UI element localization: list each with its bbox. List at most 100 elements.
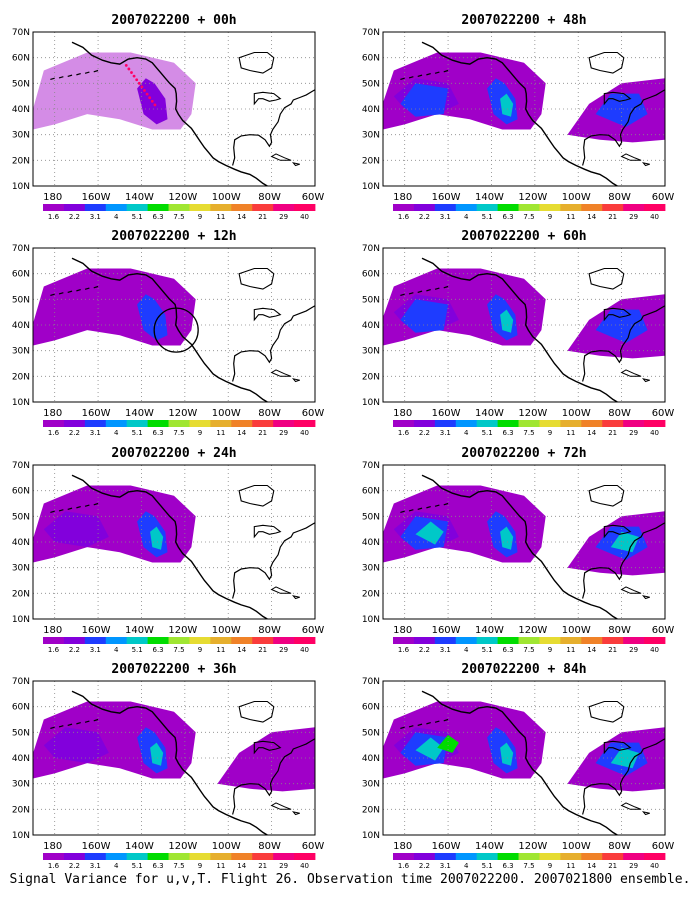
colorbar-swatch	[189, 420, 211, 427]
latitude-tick-label: 70N	[362, 28, 380, 38]
coastline	[58, 725, 64, 728]
colorbar-level-label: 40	[300, 862, 309, 870]
variance-contour	[400, 83, 449, 117]
latitude-tick-label: 60N	[362, 270, 380, 280]
variance-field	[33, 465, 315, 619]
coastline	[603, 307, 632, 322]
coastline	[84, 720, 90, 723]
latitude-tick-label: 30N	[362, 564, 380, 574]
colorbar-level-label: 2.2	[419, 213, 430, 221]
colorbar-swatch	[294, 204, 316, 211]
colorbar-level-label: 1.6	[398, 213, 410, 221]
colorbar-level-label: 2.2	[69, 213, 80, 221]
variance-contour	[437, 734, 459, 753]
colorbar-level-label: 14	[587, 429, 596, 437]
colorbar-swatch	[63, 204, 86, 211]
colorbar-swatch	[413, 637, 436, 644]
coastline	[434, 71, 440, 74]
colorbar-swatch	[560, 637, 582, 644]
longitude-tick-label: 180	[393, 408, 412, 419]
coastline	[232, 738, 315, 815]
colorbar-swatch	[623, 637, 645, 644]
colorbar-level-label: 4	[114, 429, 119, 437]
variance-contour	[150, 526, 164, 550]
flight-track-dot	[143, 89, 146, 92]
colorbar-swatch	[210, 420, 232, 427]
colorbar-swatch	[252, 637, 274, 644]
latitude-tick-label: 10N	[362, 831, 380, 841]
coastline	[238, 267, 275, 290]
figure-caption: Signal Variance for u,v,T. Flight 26. Ob…	[9, 872, 691, 887]
colorbar-level-label: 11	[566, 213, 575, 221]
coastline	[588, 51, 625, 74]
longitude-tick-label: 60W	[302, 192, 325, 203]
coastline	[588, 267, 625, 290]
latitude-tick-label: 50N	[12, 728, 30, 738]
colorbar-level-label: 2.2	[419, 429, 430, 437]
coastline	[408, 725, 414, 728]
coastline	[291, 162, 300, 167]
colorbar-swatch	[602, 637, 624, 644]
longitude-tick-label: 180	[43, 192, 62, 203]
colorbar-swatch	[644, 637, 666, 644]
latitude-tick-label: 30N	[12, 347, 30, 357]
colorbar-level-label: 29	[279, 429, 288, 437]
coastline	[426, 73, 431, 76]
coastline	[421, 474, 618, 619]
latitude-tick-label: 40N	[362, 538, 380, 548]
coastline	[270, 802, 292, 810]
coastline	[71, 690, 268, 835]
colorbar-level-label: 4	[464, 213, 469, 221]
longitude-tick-label: 120W	[168, 192, 197, 203]
longitude-tick-label: 60W	[302, 408, 325, 419]
colorbar-swatch	[105, 420, 128, 427]
coastline	[641, 595, 650, 600]
colorbar-swatch	[393, 420, 415, 427]
variance-contour	[150, 742, 164, 766]
latitude-tick-label: 20N	[362, 589, 380, 599]
colorbar-swatch	[476, 853, 499, 860]
colorbar-swatch	[126, 420, 149, 427]
colorbar-level-label: 5.1	[482, 429, 493, 437]
coastline	[76, 722, 81, 725]
latitude-tick-label: 70N	[12, 244, 30, 254]
variance-contour	[500, 309, 514, 333]
coastline	[270, 153, 292, 161]
map-panel: 2007022200 + 48h 70N 60N 50N 40N 30N 20N 10N 180…	[362, 13, 675, 221]
colorbar-level-label: 5.1	[482, 213, 493, 221]
colorbar-swatch	[497, 637, 519, 644]
latitude-tick-label: 40N	[362, 105, 380, 115]
longitude-tick-label: 100W	[562, 408, 591, 419]
colorbar-swatch	[581, 853, 603, 860]
panel-title: 2007022200 + 00h	[111, 13, 236, 28]
colorbar-level-label: 5.1	[482, 862, 493, 870]
colorbar-swatch	[189, 204, 211, 211]
colorbar-level-label: 11	[216, 862, 225, 870]
coastline	[67, 290, 73, 293]
colorbar-swatch	[518, 637, 540, 644]
variance-field	[383, 248, 665, 402]
colorbar-swatch	[455, 420, 478, 427]
colorbar-swatch	[644, 420, 666, 427]
colorbar-level-label: 7.5	[523, 646, 534, 654]
coastline	[434, 287, 440, 290]
colorbar-level-label: 6.3	[503, 646, 514, 654]
colorbar-level-label: 11	[216, 429, 225, 437]
colorbar-level-label: 4	[114, 646, 119, 654]
coastline	[400, 77, 405, 81]
colorbar-swatch	[644, 204, 666, 211]
coastline	[582, 522, 665, 599]
colorbar-swatch	[497, 204, 519, 211]
panel-title: 2007022200 + 48h	[461, 13, 586, 28]
latitude-tick-label: 40N	[362, 321, 380, 331]
colorbar-level-label: 21	[258, 862, 267, 870]
longitude-tick-label: 180	[393, 625, 412, 636]
latitude-tick-label: 20N	[12, 805, 30, 815]
colorbar-swatch	[43, 637, 65, 644]
latitude-tick-label: 50N	[362, 295, 380, 305]
latitude-tick-label: 40N	[12, 321, 30, 331]
longitude-tick-label: 160W	[432, 408, 461, 419]
latitude-tick-label: 40N	[12, 538, 30, 548]
coastline	[253, 91, 282, 106]
variance-field	[33, 248, 315, 402]
